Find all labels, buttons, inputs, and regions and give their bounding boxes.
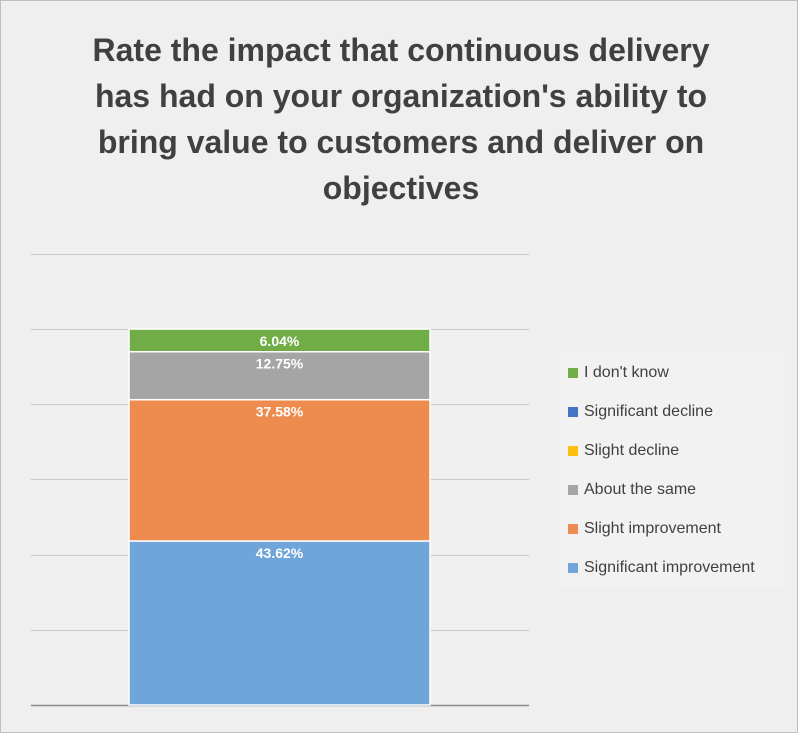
legend-item-about-the-same: About the same <box>561 470 783 509</box>
data-label-significant-improvement: 43.62% <box>256 545 304 561</box>
legend-item-i-don-t-know: I don't know <box>561 353 783 392</box>
legend-label: I don't know <box>584 363 669 381</box>
chart-title: Rate the impact that continuous delivery… <box>92 32 710 206</box>
legend-label: About the same <box>584 480 697 498</box>
legend-item-significant-decline: Significant decline <box>561 392 783 431</box>
data-label-slight-improvement: 37.58% <box>256 404 304 420</box>
data-label-about-the-same: 12.75% <box>256 356 304 372</box>
stacked-bar <box>128 328 431 706</box>
legend-item-significant-improvement: Significant improvement <box>561 548 783 587</box>
legend-swatch <box>568 523 578 534</box>
bar-segment-slight-improvement <box>128 398 431 542</box>
data-label-i-don-t-know: 6.04% <box>260 333 300 349</box>
legend-item-slight-improvement: Slight improvement <box>561 509 783 548</box>
legend-label: Slight decline <box>584 441 680 459</box>
legend: I don't know Significant decline Slight de… <box>561 353 783 587</box>
legend-swatch <box>568 367 578 378</box>
legend-swatch <box>568 445 578 456</box>
legend-swatch <box>568 562 578 573</box>
data-labels: 43.62% 37.58% 12.75% 6.04% <box>256 333 304 561</box>
bar-segment-significant-improvement <box>128 540 431 706</box>
legend-swatch <box>568 406 578 417</box>
legend-swatch <box>568 484 578 495</box>
legend-item-slight-decline: Slight decline <box>561 431 783 470</box>
legend-label: Slight improvement <box>584 519 721 537</box>
legend-label: Significant improvement <box>584 558 755 576</box>
legend-label: Significant decline <box>584 402 713 420</box>
bar-segment-about-the-same <box>128 350 431 401</box>
bar-segment-i-don-t-know <box>128 328 431 353</box>
